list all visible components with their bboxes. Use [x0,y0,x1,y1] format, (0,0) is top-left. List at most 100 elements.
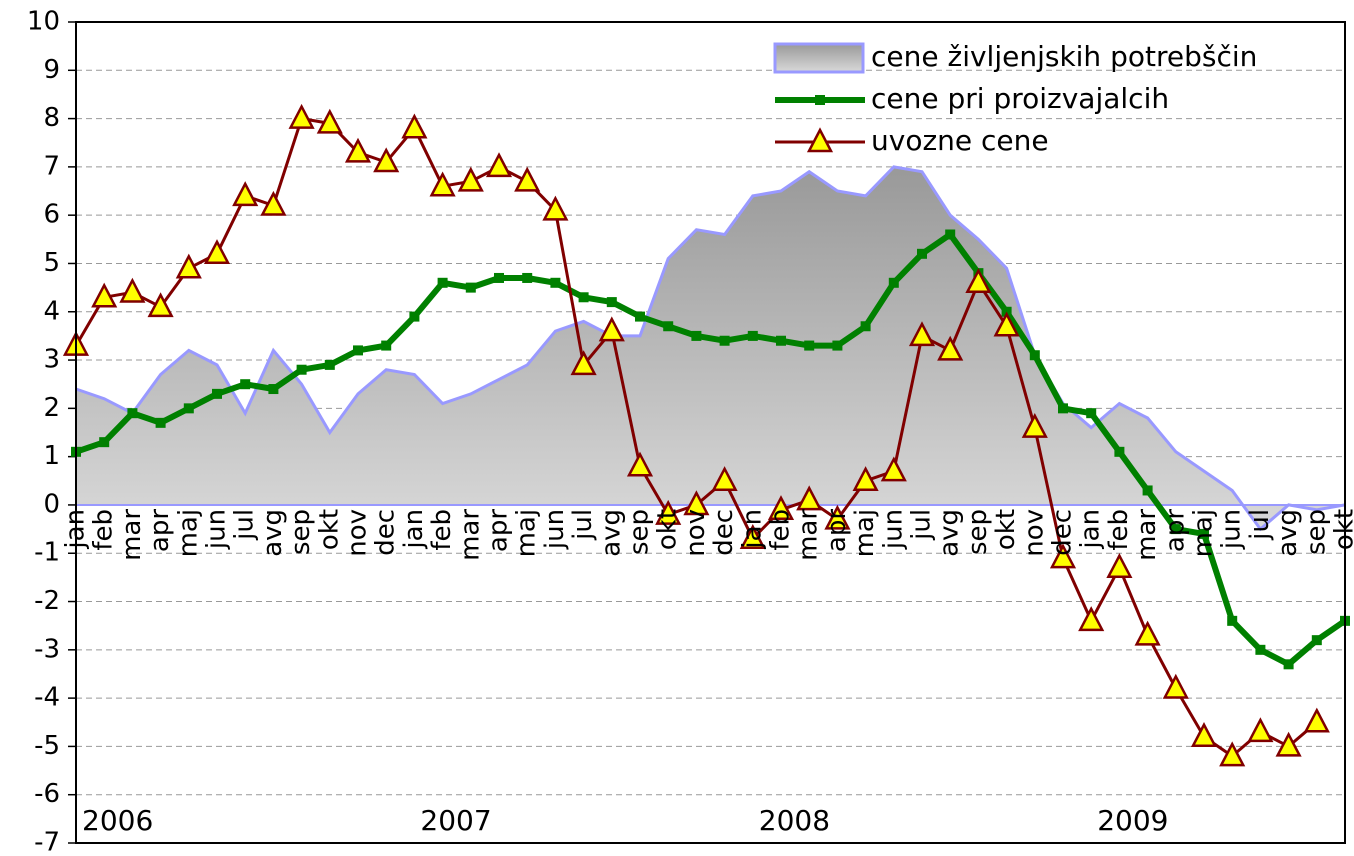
x-tick-label: maj [1189,509,1219,557]
marker [804,340,815,351]
y-tick-label: -7 [34,828,60,856]
y-tick-label: 5 [43,248,60,278]
x-tick-label: jan [399,509,429,550]
x-tick-label: apr [822,509,852,552]
marker [655,499,682,525]
marker [796,485,823,511]
marker [1283,659,1294,670]
marker [288,103,315,129]
marker [663,321,674,332]
y-tick-label: -4 [34,683,60,713]
x-tick-label: okt [991,509,1021,550]
marker [1029,350,1040,361]
line [75,231,1347,668]
legend-label: cene pri proizvajalcih [871,82,1169,115]
marker [937,335,964,361]
x-tick-label: nov [343,509,373,557]
marker [747,330,758,341]
marker [635,311,645,322]
marker [1078,606,1105,632]
y-tick-label: -6 [34,779,60,809]
marker [880,456,907,482]
marker [240,379,251,390]
plot-border [75,21,1346,844]
x-tick-label: sep [1301,509,1331,555]
marker [1114,446,1125,457]
marker [465,282,476,293]
marker [860,321,871,332]
y-tick-label: 1 [43,441,60,471]
marker [1134,620,1161,646]
y-tick-label: -1 [34,538,60,568]
y-tick-label: 0 [43,489,60,519]
marker [1311,635,1322,646]
x-tick-label: feb [766,509,796,551]
x-tick-label: sep [963,509,993,555]
marker [1170,524,1181,535]
marker [908,321,936,347]
marker [268,384,279,395]
marker [1049,543,1077,569]
marker [626,451,654,477]
marker [550,277,561,288]
marker [119,277,146,303]
marker [99,437,110,448]
marker [409,311,420,322]
x-tick-label: maj [850,509,880,557]
x-tick-label: jun [202,509,232,550]
x-tick-label: mar [1132,509,1162,561]
marker [767,495,795,521]
x-tick-label: avg [258,509,288,557]
marker [683,490,710,516]
x-tick-label: nov [1019,509,1049,557]
marker [203,239,231,265]
x-tick-label: mar [455,509,485,561]
marker [494,272,504,283]
marker [993,311,1020,337]
y-tick-label: 10 [27,7,60,37]
x-tick-label: jul [1245,509,1275,541]
marker [945,229,956,240]
x-tick-label: okt [1330,509,1354,550]
x-tick-label: dec [709,509,739,556]
marker [917,248,927,259]
x-tick-label: avg [935,509,965,557]
x-tick-label: apr [484,509,514,552]
marker [316,108,343,134]
marker [888,277,899,288]
marker [344,137,372,163]
marker [127,408,138,419]
x-tick-label: mar [794,509,824,561]
x-tick-label: apr [1160,509,1190,552]
marker [91,282,118,308]
x-tick-label: avg [1273,509,1303,557]
x-tick-label: okt [314,509,344,550]
marker [1106,553,1133,578]
marker [1142,485,1153,496]
marker [1162,673,1189,699]
marker [147,292,174,318]
x-tick-label: sep [286,509,316,555]
x-tick-label: mar [117,509,147,561]
marker [522,272,533,283]
year-label: 2009 [1097,804,1168,837]
marker [353,345,363,356]
x-tick-label: jun [540,509,570,550]
marker [1086,408,1097,419]
marker [324,359,335,370]
marker [832,340,843,351]
marker [1219,741,1246,767]
marker [183,403,194,414]
x-tick-label: jan [737,509,767,550]
y-tick-label: 9 [43,55,60,85]
legend-swatch [773,42,865,74]
y-tick-label: 2 [43,393,60,423]
x-tick-label: jan [1076,509,1106,550]
x-tick-label: jun [878,509,908,550]
marker [606,297,617,308]
x-tick-label: jan [61,509,91,550]
x-tick-label: feb [427,509,457,551]
marker [578,292,589,303]
y-tick-label: 8 [43,103,60,133]
marker [1227,615,1238,626]
